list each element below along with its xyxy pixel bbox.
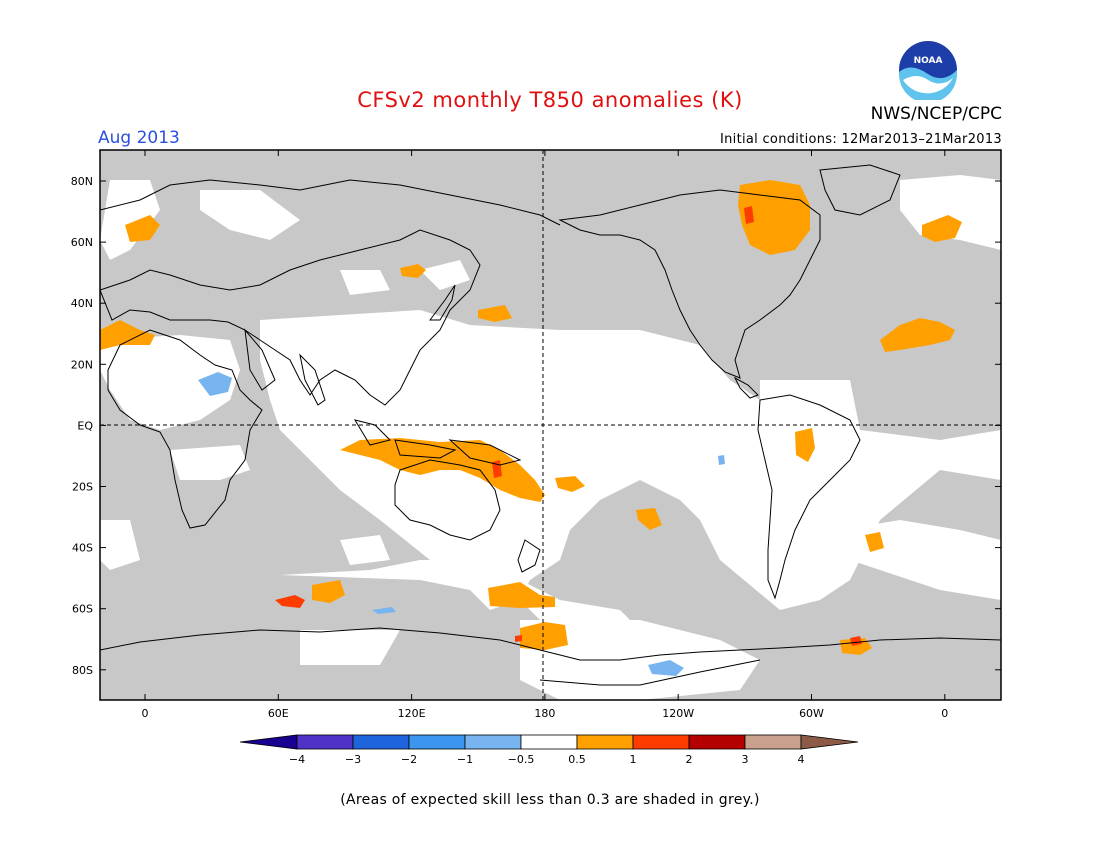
legend-tick-label: −1 [457, 753, 473, 766]
legend-tick-label: 0.5 [568, 753, 586, 766]
legend-swatch [576, 734, 634, 750]
legend-arrow-low [239, 734, 298, 750]
lon-label: 120W [662, 707, 694, 720]
lon-label: 60W [799, 707, 824, 720]
legend-swatch [464, 734, 522, 750]
legend-tick-label: 2 [686, 753, 693, 766]
lat-label: 40S [72, 542, 93, 555]
lat-label: 20S [72, 481, 93, 494]
legend-tick-label: 1 [630, 753, 637, 766]
coastlines [100, 164, 1001, 686]
legend-swatch [352, 734, 410, 750]
legend-swatch [632, 734, 690, 750]
lat-label: 40N [71, 297, 93, 310]
lat-label: 80N [71, 175, 93, 188]
legend-tick-label: −2 [401, 753, 417, 766]
chart-title: CFSv2 monthly T850 anomalies (K) [357, 88, 743, 112]
lon-label: 0 [142, 707, 149, 720]
legend-tick-label: 4 [798, 753, 805, 766]
legend-swatch [744, 734, 802, 750]
legend-tick-label: −3 [345, 753, 361, 766]
legend-swatch [408, 734, 466, 750]
lon-label: 120E [398, 707, 426, 720]
legend-swatch [296, 734, 354, 750]
lat-label: 20N [71, 358, 93, 371]
lon-label: 180 [534, 707, 555, 720]
lat-label: EQ [77, 419, 93, 432]
initial-conditions: Initial conditions: 12Mar2013–21Mar2013 [719, 132, 1002, 147]
lon-label: 0 [941, 707, 948, 720]
forecast-period: Aug 2013 [98, 128, 180, 148]
organization-label: NWS/NCEP/CPC [870, 104, 1002, 124]
skill-note: (Areas of expected skill less than 0.3 a… [340, 792, 760, 808]
legend-swatch [520, 734, 578, 750]
legend-arrow-high [800, 734, 859, 750]
legend-tick-label: −0.5 [508, 753, 535, 766]
lat-label: 60N [71, 236, 93, 249]
legend-swatch [688, 734, 746, 750]
lat-label: 60S [72, 603, 93, 616]
legend-tick-label: −4 [289, 753, 305, 766]
color-legend: −4 −3 −2 −1 −0.5 0.5 1 2 3 4 [239, 734, 859, 766]
legend-tick-label: 3 [742, 753, 749, 766]
longitude-axis: 0 60E 120E 180 120W 60W 0 [142, 150, 948, 720]
lat-label: 80S [72, 664, 93, 677]
latitude-axis: 80N 60N 40N 20N EQ 20S 40S 60S 80S [71, 175, 1001, 677]
logo-text: NOAA [914, 56, 943, 66]
lon-label: 60E [268, 707, 289, 720]
noaa-logo: NOAA [899, 41, 957, 100]
cool-anomaly-neg-0.5-neg-1 [198, 372, 725, 676]
